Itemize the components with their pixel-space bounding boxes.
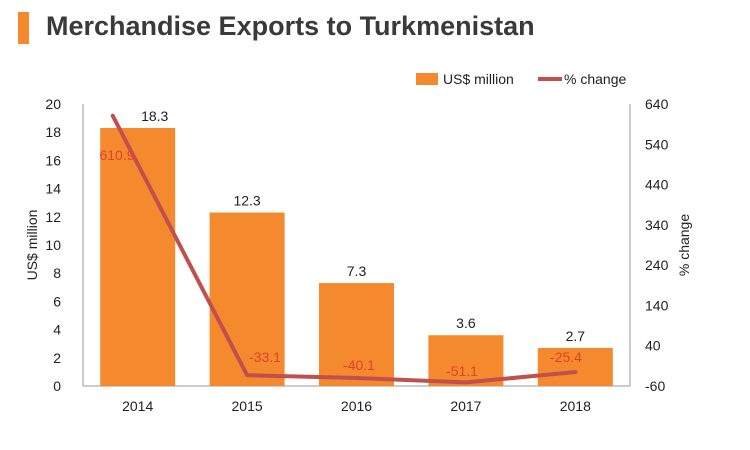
y-tick-label: 18 — [45, 124, 61, 140]
y2-tick-label: 40 — [645, 338, 661, 354]
y2-tick-label: 440 — [645, 177, 669, 193]
y2-tick-label: 240 — [645, 257, 669, 273]
bar — [537, 347, 613, 386]
bar-value-label: 2.7 — [566, 328, 586, 344]
y-tick-label: 8 — [53, 265, 61, 281]
line-value-label: -40.1 — [343, 357, 375, 373]
y2-axis-title: % change — [676, 214, 692, 276]
x-tick-label: 2015 — [232, 398, 263, 414]
x-tick-label: 2016 — [341, 398, 372, 414]
legend-line-label: % change — [564, 71, 626, 87]
legend-bar-label: US$ million — [443, 71, 514, 87]
y2-tick-label: 340 — [645, 217, 669, 233]
y-tick-label: 12 — [45, 209, 61, 225]
y-tick-label: 2 — [53, 350, 61, 366]
line-value-label: -33.1 — [249, 349, 281, 365]
y-axis-title: US$ million — [24, 210, 40, 281]
y2-tick-label: 140 — [645, 297, 669, 313]
y2-tick-label: 640 — [645, 96, 669, 112]
legend-bar-swatch — [416, 73, 438, 85]
y-tick-label: 6 — [53, 293, 61, 309]
x-tick-label: 2018 — [560, 398, 591, 414]
y-tick-label: 16 — [45, 152, 61, 168]
line-value-label: -51.1 — [446, 363, 478, 379]
bar-value-label: 12.3 — [233, 193, 260, 209]
line-value-label: 610.9 — [99, 147, 134, 163]
bar — [319, 283, 394, 386]
bar-value-label: 18.3 — [141, 108, 168, 124]
x-tick-label: 2014 — [122, 398, 153, 414]
bar-value-label: 3.6 — [456, 315, 476, 331]
y-tick-label: 10 — [45, 237, 61, 253]
y-tick-label: 20 — [45, 96, 61, 112]
bar — [428, 335, 504, 386]
bar — [100, 127, 176, 386]
bar — [209, 212, 285, 386]
y2-tick-label: -60 — [645, 378, 665, 394]
x-tick-label: 2017 — [450, 398, 481, 414]
bar-value-label: 7.3 — [347, 263, 367, 279]
y2-tick-label: 540 — [645, 136, 669, 152]
chart-title: Merchandise Exports to Turkmenistan — [46, 11, 535, 41]
line-value-label: -25.4 — [550, 349, 582, 365]
y-tick-label: 14 — [45, 181, 61, 197]
y-tick-label: 4 — [53, 322, 61, 338]
y-tick-label: 0 — [53, 378, 61, 394]
title-accent-bar — [18, 12, 29, 44]
